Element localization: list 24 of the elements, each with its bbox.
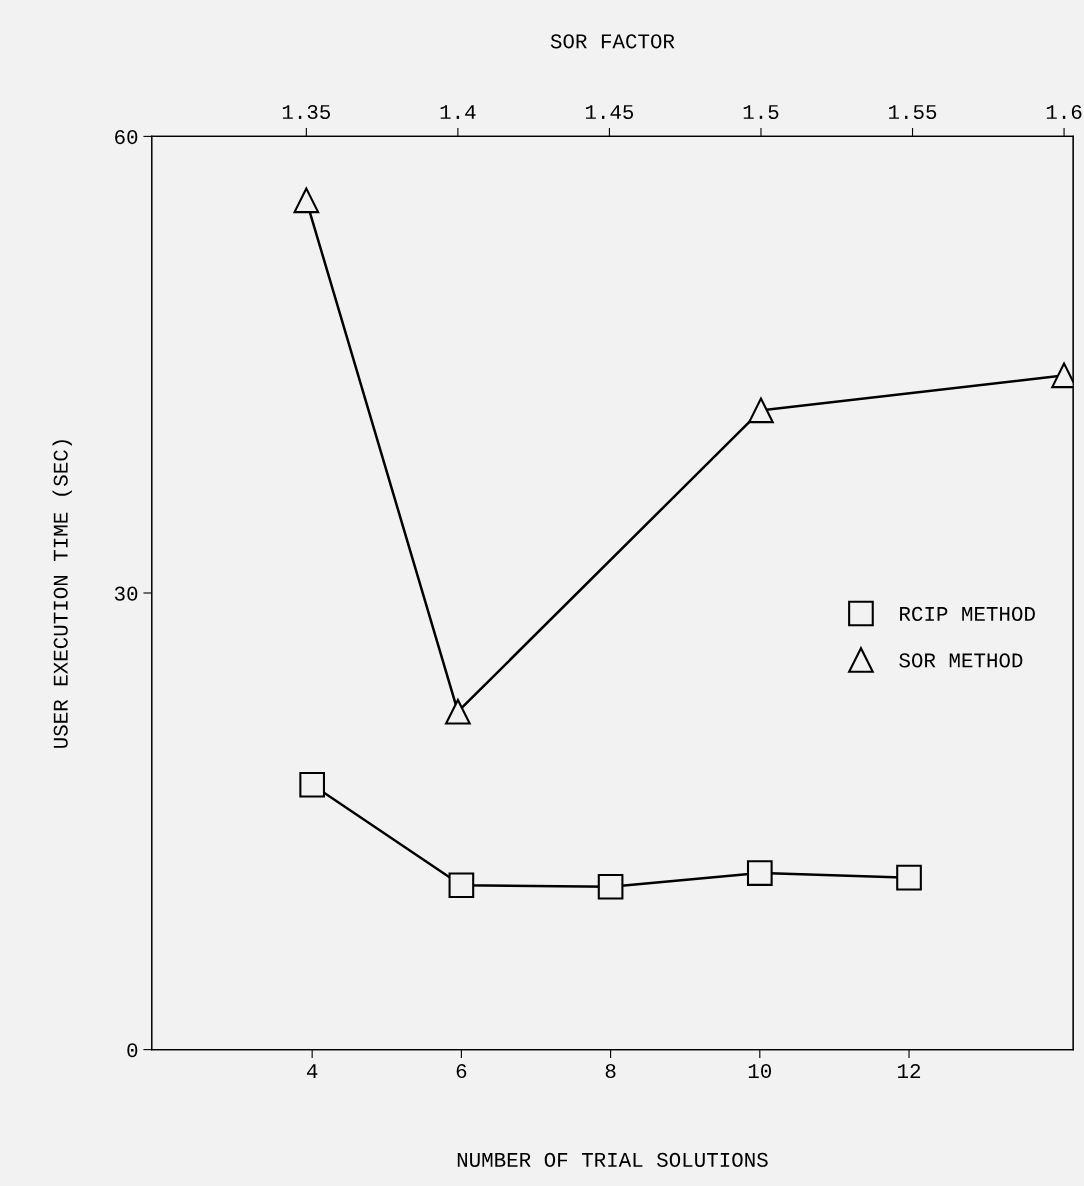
- x-tick-label: 10: [748, 1063, 772, 1079]
- legend-label: RCIP METHOD: [900, 606, 1035, 621]
- x2-tick-label: 1.45: [585, 105, 634, 120]
- point: [448, 872, 475, 899]
- x-tick-label: 6: [456, 1063, 467, 1079]
- x2-tick-label: 1.4: [440, 105, 476, 119]
- x-axis-title: NUMBER OF TRIAL SOLUTIONS: [457, 1152, 768, 1167]
- point: [896, 864, 922, 891]
- x-tick-label: 8: [605, 1063, 616, 1079]
- x-tick-label: 4: [306, 1064, 318, 1078]
- point: [299, 771, 326, 798]
- x2-tick-label: 1.55: [889, 105, 937, 120]
- x2-tick-label: 1.5: [743, 105, 779, 120]
- y-tick-label: 60: [115, 130, 138, 145]
- x2-tick-label: 1.6: [1046, 104, 1082, 120]
- y-tick-label: 30: [114, 586, 138, 601]
- y-axis-title: USER EXECUTION TIME (SEC): [52, 440, 72, 748]
- legend-label: SOR METHOD: [899, 653, 1023, 668]
- point: [597, 873, 624, 900]
- x2-axis-title: SOR FACTOR: [550, 34, 675, 49]
- x-tick-label: 12: [898, 1063, 921, 1078]
- point: [746, 860, 773, 886]
- y-tick-label: 0: [127, 1043, 138, 1058]
- x2-tick-label: 1.35: [282, 104, 331, 120]
